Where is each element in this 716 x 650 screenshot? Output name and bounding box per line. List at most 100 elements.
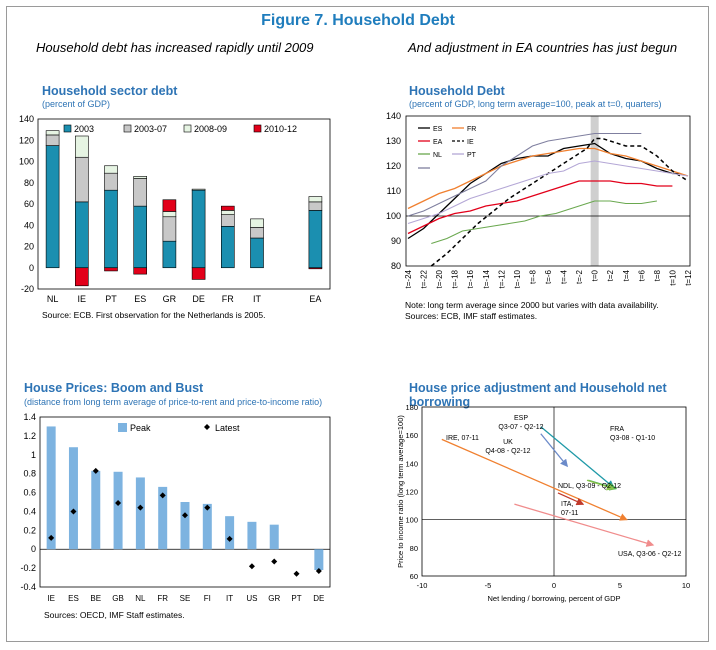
- latest-marker-NL: [137, 504, 144, 511]
- y-tick-label: -0.4: [20, 582, 36, 592]
- segment-6: [557, 492, 585, 506]
- segment-label: NDL, Q3-09 - Q2-12: [558, 483, 621, 490]
- bar-PT-2008-09: [104, 165, 118, 174]
- peak-bar-FI: [202, 503, 212, 550]
- segment-3: [540, 433, 569, 468]
- latest-marker-GB: [115, 499, 122, 506]
- hh-index-source: Sources: ECB, IMF staff estimates.: [405, 311, 538, 321]
- y-tick-label: 0.6: [23, 488, 36, 498]
- hh-index-title: Household Debt: [409, 84, 505, 98]
- plot-frame: [405, 115, 691, 267]
- bar-EA-2010-12: [308, 267, 323, 270]
- segment-label-line: Q3-07 - Q2-12: [498, 424, 543, 431]
- y-tick-label: 100: [386, 211, 401, 221]
- x-tick-label: IT: [226, 594, 233, 603]
- segment-2: [540, 426, 615, 489]
- y-tick-label: 80: [410, 544, 418, 553]
- x-tick-label: t=6: [637, 269, 646, 281]
- legend-marker: [204, 424, 210, 430]
- x-tick-label: ES: [134, 294, 146, 304]
- segment-label-line: Q3-08 - Q1-10: [610, 435, 655, 442]
- x-tick-label: NL: [135, 594, 146, 603]
- latest-marker-BE: [92, 467, 99, 474]
- y-tick-label: 0.2: [23, 525, 36, 535]
- x-tick-label: SE: [180, 594, 191, 603]
- y-tick-label: 120: [19, 135, 34, 145]
- house-adj-title: House price adjustment and Household net…: [409, 381, 667, 409]
- peak-bar-ES: [68, 447, 78, 550]
- y-tick-label: 110: [387, 186, 401, 196]
- x-tick-label: t=-10: [513, 269, 522, 288]
- x-tick-label: DE: [192, 294, 205, 304]
- line-PT: [407, 160, 689, 225]
- latest-marker-FI: [204, 504, 211, 511]
- line-unlabelled: [407, 132, 642, 217]
- x-tick-label: t=10: [668, 269, 677, 285]
- legend-label: 2003-07: [134, 124, 167, 134]
- y-tick-label: 160: [405, 431, 418, 440]
- hh-debt-title: Household sector debt: [42, 84, 178, 98]
- subhead-right: And adjustment in EA countries has just …: [408, 40, 678, 55]
- x-tick-label: t=-16: [466, 269, 475, 288]
- segment-label-line: Q4-08 - Q2-12: [485, 448, 530, 455]
- y-tick-label: 90: [391, 236, 401, 246]
- subhead-left: Household debt has increased rapidly unt…: [36, 40, 314, 55]
- bar-DE-2008-09: [191, 188, 206, 191]
- latest-marker-IE: [48, 534, 55, 541]
- hh-debt-subtitle: (percent of GDP): [42, 99, 111, 109]
- x-tick-label: t=-14: [482, 269, 491, 288]
- bar-IE-2010-12: [75, 267, 89, 287]
- y-tick-label: 120: [386, 161, 401, 171]
- x-tick-label: t=2: [606, 269, 615, 281]
- segment-label: USA, Q3-06 - Q2-12: [618, 551, 682, 558]
- bar-PT-2010-12: [104, 267, 118, 272]
- x-tick-label: t=-8: [528, 269, 537, 284]
- hh-index-notes: Note: long term average since 2000 but v…: [405, 300, 659, 322]
- latest-marker-ES: [70, 508, 77, 515]
- legend-label: 2003: [74, 124, 94, 134]
- x-tick-label: t=-6: [544, 269, 553, 284]
- y-tick-label: 40: [24, 220, 34, 230]
- x-tick-label: IT: [253, 294, 262, 304]
- segment-label-line: FRA: [610, 426, 624, 433]
- legend-label: Peak: [130, 423, 151, 433]
- y-tick-label: 140: [19, 114, 34, 124]
- latest-marker-GR: [271, 558, 278, 565]
- x-tick-label: t=-12: [497, 269, 506, 288]
- y-tick-label: 140: [405, 459, 418, 468]
- legend-swatch: [183, 124, 192, 133]
- latest-marker-FR: [159, 492, 166, 499]
- legend-swatch: [63, 124, 72, 133]
- segment-label-line: IRE, 07-11: [446, 435, 479, 442]
- x-tick-label: 10: [682, 581, 690, 590]
- hh-debt-source: Source: ECB. First observation for the N…: [42, 310, 266, 320]
- figure-title: Figure 7. Household Debt: [261, 12, 455, 29]
- peak-band: [590, 116, 599, 266]
- y-tick-label: 0: [31, 544, 36, 554]
- latest-marker-US: [248, 563, 255, 570]
- y-tick-label: -20: [21, 284, 34, 294]
- segment-label-line: NDL, Q3-09 - Q2-12: [558, 483, 621, 490]
- legend-label: EA: [433, 139, 443, 146]
- x-tick-label: IE: [78, 294, 87, 304]
- legend-label: 2008-09: [194, 124, 227, 134]
- x-tick-label: GB: [112, 594, 124, 603]
- y-tick-label: 1: [31, 450, 36, 460]
- latest-marker-DE: [315, 567, 322, 574]
- y-tick-label: 120: [405, 488, 418, 497]
- y-tick-label: 140: [386, 111, 401, 121]
- x-tick-label: 5: [618, 581, 622, 590]
- x-tick-label: BE: [90, 594, 101, 603]
- x-tick-label: t=-22: [420, 269, 429, 288]
- x-tick-label: IE: [47, 594, 55, 603]
- bar-DE-2010-12: [191, 267, 206, 280]
- house-prices-source: Sources: OECD, IMF Staff estimates.: [44, 610, 185, 620]
- x-tick-label: FI: [204, 594, 211, 603]
- x-tick-label: t=-24: [404, 269, 413, 288]
- x-tick-label: -10: [417, 581, 428, 590]
- line-NL: [431, 200, 657, 245]
- y-tick-label: 60: [24, 199, 34, 209]
- bar-FR-2010-12: [221, 205, 235, 211]
